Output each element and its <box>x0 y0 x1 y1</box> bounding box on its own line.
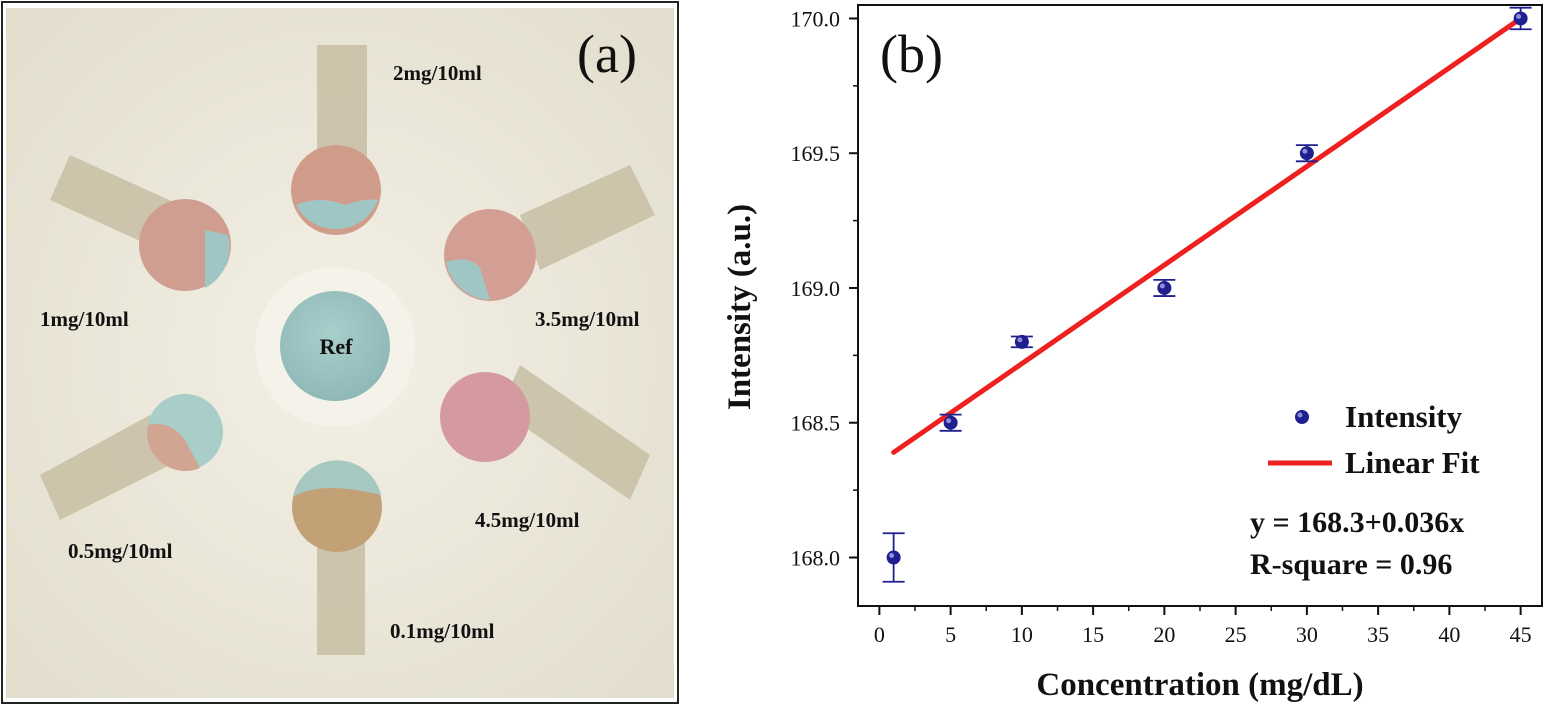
y-tick-label: 169.5 <box>791 141 841 166</box>
legend: Intensity Linear Fit <box>1268 399 1480 480</box>
linear-fit-line <box>891 15 1524 455</box>
r-square-annotation: R-square = 0.96 <box>1250 548 1452 581</box>
x-tick-label: 25 <box>1225 622 1247 647</box>
legend-label-intensity: Intensity <box>1345 399 1463 434</box>
spot-ref <box>280 291 390 401</box>
strip-3p5mg <box>520 165 655 270</box>
data-point-highlight <box>1516 13 1522 19</box>
spot-3p5mg <box>444 209 536 301</box>
data-point-highlight <box>1302 148 1308 154</box>
plot-frame <box>857 4 1543 607</box>
intensity-chart: 0 5 10 15 20 25 30 35 40 45 168.0 168.5 169.0 169.5 17… <box>722 4 1543 703</box>
spot-1mg <box>139 199 231 291</box>
y-axis-title: Intensity (a.u.) <box>722 204 758 410</box>
data-point-highlight <box>889 552 895 558</box>
legend-label-fit: Linear Fit <box>1345 445 1480 480</box>
x-tick-label: 30 <box>1296 622 1318 647</box>
data-point-highlight <box>946 418 952 424</box>
sample-label-0p1mg: 0.1mg/10ml <box>390 619 495 643</box>
spot-0p5mg <box>147 394 223 472</box>
x-tick-label: 10 <box>1011 622 1033 647</box>
chart-panel: 0 5 10 15 20 25 30 35 40 45 168.0 168.5 169.0 169.5 17… <box>690 0 1550 705</box>
y-tick-label: 168.0 <box>791 545 841 570</box>
panel-a-label: (a) <box>577 24 637 84</box>
legend-marker-intensity <box>1295 410 1309 424</box>
strip-0p5mg <box>40 415 170 520</box>
data-point <box>886 550 901 565</box>
strip-4p5mg <box>500 365 650 500</box>
spot-0p1mg <box>292 460 382 552</box>
panel-b-label: (b) <box>880 24 943 84</box>
data-point <box>1014 334 1029 349</box>
data-point-highlight <box>1017 337 1023 343</box>
paper-strips <box>40 45 655 655</box>
axis-ticks: 0 5 10 15 20 25 30 35 40 45 168.0 168.5 169.0 169.5 17… <box>791 6 1532 647</box>
sample-label-3p5mg: 3.5mg/10ml <box>535 307 640 331</box>
x-axis-title: Concentration (mg/dL) <box>1036 667 1363 703</box>
x-tick-label: 20 <box>1153 622 1175 647</box>
spot-2mg <box>291 145 381 235</box>
data-point <box>1157 280 1172 295</box>
y-tick-label: 168.5 <box>791 411 841 436</box>
data-point <box>943 415 958 430</box>
sample-label-2mg: 2mg/10ml <box>393 61 482 85</box>
photo-panel: (a) Ref 2mg/10ml 3.5mg/10ml 4.5mg/10ml 0… <box>0 0 680 705</box>
sensor-photo: (a) Ref 2mg/10ml 3.5mg/10ml 4.5mg/10ml 0… <box>1 1 679 704</box>
x-tick-label: 5 <box>945 622 956 647</box>
x-tick-label: 45 <box>1510 622 1532 647</box>
x-tick-label: 40 <box>1438 622 1460 647</box>
fit-equation: y = 168.3+0.036x <box>1250 506 1464 539</box>
y-tick-label: 169.0 <box>791 276 841 301</box>
data-point-highlight <box>1159 283 1165 289</box>
ref-label: Ref <box>320 334 354 359</box>
sample-label-1mg: 1mg/10ml <box>40 307 129 331</box>
x-tick-label: 0 <box>874 622 885 647</box>
sample-label-4p5mg: 4.5mg/10ml <box>475 508 580 532</box>
x-tick-label: 35 <box>1367 622 1389 647</box>
data-point <box>1299 146 1314 161</box>
series-layer <box>882 6 1532 583</box>
spot-4p5mg <box>440 372 530 462</box>
x-tick-label: 15 <box>1082 622 1104 647</box>
data-point <box>1513 11 1528 26</box>
y-tick-label: 170.0 <box>791 6 841 31</box>
sample-label-0p5mg: 0.5mg/10ml <box>68 539 173 563</box>
